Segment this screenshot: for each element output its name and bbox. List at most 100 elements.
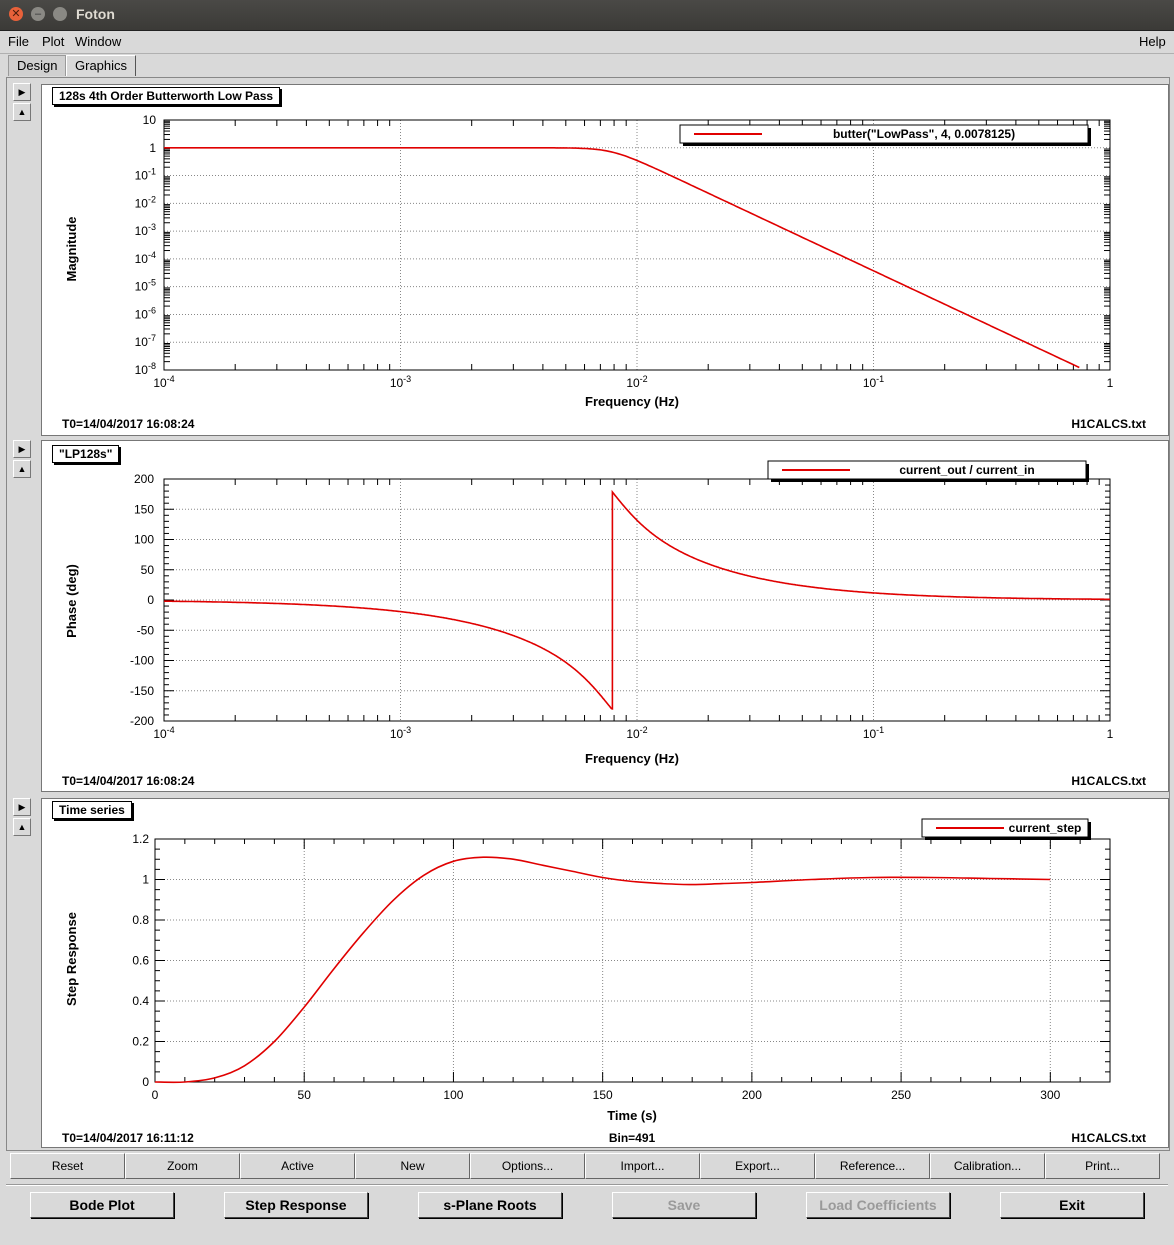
tick-label: 10-3: [135, 222, 156, 238]
plot-button-row: Reset Zoom Active New Options... Import.…: [10, 1153, 1162, 1179]
menu-plot[interactable]: Plot: [42, 34, 65, 49]
tick-label: 1: [1107, 376, 1114, 390]
file-label: H1CALCS.txt: [1071, 774, 1146, 788]
window-bottom-edge: [0, 1236, 1174, 1245]
tick-label: 10-1: [863, 374, 884, 390]
tick-label: 0.8: [132, 913, 149, 927]
tick-label: 1: [149, 141, 156, 155]
export-button[interactable]: Export...: [700, 1153, 815, 1179]
tick-label: 0.2: [132, 1035, 149, 1049]
phase-chart[interactable]: T0=14/04/2017 16:08:24 H1CALCS.txt Frequ…: [42, 441, 1168, 791]
x-axis-label: Frequency (Hz): [585, 394, 679, 409]
collapse-arrow-icon[interactable]: ▲: [13, 460, 31, 478]
tick-label: 1: [1107, 727, 1114, 741]
tick-label: 10-2: [626, 374, 647, 390]
tick-label: 10-7: [135, 333, 156, 349]
expand-arrow-icon[interactable]: ▶: [13, 83, 31, 101]
magnitude-series: [164, 146, 1080, 369]
tick-label: 100: [443, 1088, 463, 1102]
bin-label: Bin=491: [609, 1131, 656, 1145]
t0-label: T0=14/04/2017 16:08:24: [62, 774, 195, 788]
active-button[interactable]: Active: [240, 1153, 355, 1179]
save-button[interactable]: Save: [612, 1192, 756, 1218]
panel-title: 128s 4th Order Butterworth Low Pass: [52, 87, 281, 105]
tick-label: 200: [134, 472, 154, 486]
tick-label: -200: [130, 714, 154, 728]
t0-label: T0=14/04/2017 16:11:12: [62, 1131, 194, 1145]
tick-label: 150: [593, 1088, 613, 1102]
tick-label: 10-6: [135, 305, 156, 321]
new-button[interactable]: New: [355, 1153, 470, 1179]
tick-label: 300: [1040, 1088, 1060, 1102]
import-button[interactable]: Import...: [585, 1153, 700, 1179]
zoom-button[interactable]: Zoom: [125, 1153, 240, 1179]
legend-box: [767, 460, 1087, 480]
menu-bar: File Plot Window Help: [0, 31, 1174, 54]
step-response-button[interactable]: Step Response: [224, 1192, 368, 1218]
step-plot-panel[interactable]: T0=14/04/2017 16:11:12 Bin=491 H1CALCS.t…: [41, 798, 1169, 1148]
x-axis-label: Frequency (Hz): [585, 751, 679, 766]
tick-label: 0: [147, 593, 154, 607]
tick-label: 10-5: [135, 278, 156, 294]
tick-label: 1: [142, 873, 149, 887]
collapse-arrow-icon[interactable]: ▲: [13, 103, 31, 121]
bode-plot-button[interactable]: Bode Plot: [30, 1192, 174, 1218]
reset-button[interactable]: Reset: [10, 1153, 125, 1179]
plot-frame: [163, 119, 1111, 371]
tick-label: -150: [130, 684, 154, 698]
file-label: H1CALCS.txt: [1071, 417, 1146, 431]
file-label: H1CALCS.txt: [1071, 1131, 1146, 1145]
tab-graphics[interactable]: Graphics: [66, 55, 137, 76]
window-titlebar: ✕ – Foton: [0, 0, 1174, 31]
tick-label: 10-1: [135, 167, 156, 183]
tick-label: 10-4: [153, 725, 174, 741]
menu-help[interactable]: Help: [1139, 34, 1166, 49]
menu-window[interactable]: Window: [75, 34, 122, 49]
legend-box: [921, 818, 1089, 838]
exit-button[interactable]: Exit: [1000, 1192, 1144, 1218]
tick-label: -100: [130, 654, 154, 668]
y-axis-label: Step Response: [64, 912, 79, 1006]
tick-label: 10-8: [135, 361, 156, 377]
minimize-icon[interactable]: –: [31, 7, 45, 21]
options-button[interactable]: Options...: [470, 1153, 585, 1179]
maximize-icon[interactable]: [53, 7, 67, 21]
load-coefficients-button[interactable]: Load Coefficients: [806, 1192, 950, 1218]
reference-button[interactable]: Reference...: [815, 1153, 930, 1179]
menu-file[interactable]: File: [8, 34, 29, 49]
separator: [6, 1184, 1168, 1186]
expand-arrow-icon[interactable]: ▶: [13, 440, 31, 458]
tick-label: 200: [742, 1088, 762, 1102]
tick-label: 10-3: [390, 374, 411, 390]
window-title: Foton: [76, 6, 115, 22]
phase-plot-panel[interactable]: T0=14/04/2017 16:08:24 H1CALCS.txt Frequ…: [41, 440, 1169, 792]
tick-label: 10: [143, 113, 157, 127]
tick-label: 50: [141, 563, 155, 577]
panel-title: "LP128s": [52, 445, 120, 463]
tick-label: 150: [134, 502, 154, 516]
print-button[interactable]: Print...: [1045, 1153, 1160, 1179]
tick-label: 10-4: [135, 250, 156, 266]
tab-design[interactable]: Design: [8, 55, 67, 76]
tick-label: 0.4: [132, 994, 149, 1008]
collapse-arrow-icon[interactable]: ▲: [13, 818, 31, 836]
legend-box: [679, 124, 1089, 144]
step-series: [154, 856, 1051, 1084]
legend-label: current_step: [1009, 821, 1082, 835]
t0-label: T0=14/04/2017 16:08:24: [62, 417, 195, 431]
tick-label: 250: [891, 1088, 911, 1102]
magnitude-plot-panel[interactable]: T0=14/04/2017 16:08:24 H1CALCS.txt Frequ…: [41, 84, 1169, 436]
tick-label: 10-4: [153, 374, 174, 390]
s-plane-roots-button[interactable]: s-Plane Roots: [418, 1192, 562, 1218]
step-chart[interactable]: T0=14/04/2017 16:11:12 Bin=491 H1CALCS.t…: [42, 799, 1168, 1147]
tick-label: -50: [137, 623, 155, 637]
expand-arrow-icon[interactable]: ▶: [13, 798, 31, 816]
x-axis-label: Time (s): [607, 1108, 657, 1123]
tick-label: 0: [142, 1075, 149, 1089]
legend-label: butter("LowPass", 4, 0.0078125): [833, 127, 1015, 141]
magnitude-chart[interactable]: T0=14/04/2017 16:08:24 H1CALCS.txt Frequ…: [42, 85, 1168, 435]
close-icon[interactable]: ✕: [9, 7, 23, 21]
y-axis-label: Phase (deg): [64, 564, 79, 638]
calibration-button[interactable]: Calibration...: [930, 1153, 1045, 1179]
tick-label: 10-1: [863, 725, 884, 741]
